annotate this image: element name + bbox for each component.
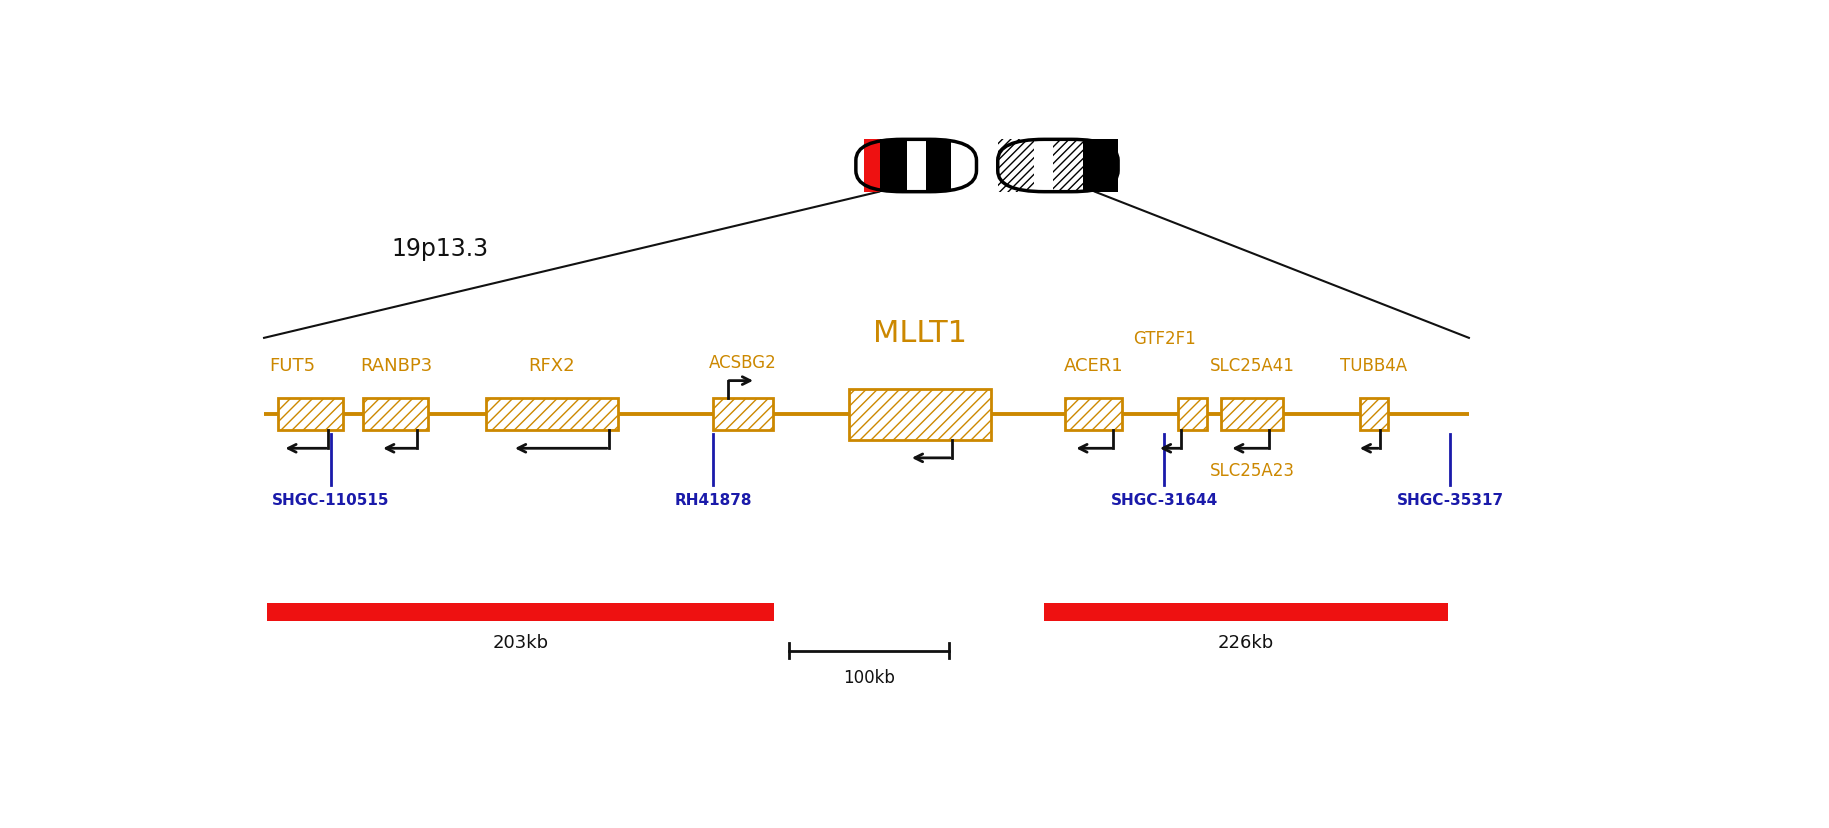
Text: 100kb: 100kb <box>843 668 894 686</box>
Text: SLC25A23: SLC25A23 <box>1209 461 1295 479</box>
Text: RFX2: RFX2 <box>529 357 574 375</box>
Bar <box>1178 399 1207 431</box>
Text: 19p13.3: 19p13.3 <box>391 237 488 261</box>
FancyBboxPatch shape <box>999 140 1118 192</box>
Text: FUT5: FUT5 <box>269 357 315 375</box>
Bar <box>487 399 618 431</box>
Bar <box>1054 140 1083 192</box>
Bar <box>999 140 1033 192</box>
FancyBboxPatch shape <box>856 140 977 192</box>
Text: 203kb: 203kb <box>492 633 549 651</box>
Bar <box>1033 140 1054 192</box>
Text: SLC25A41: SLC25A41 <box>1209 357 1295 375</box>
Text: SHGC-110515: SHGC-110515 <box>273 493 390 508</box>
Text: RH41878: RH41878 <box>675 493 752 508</box>
Text: ACSBG2: ACSBG2 <box>710 354 777 372</box>
Bar <box>907 140 925 192</box>
Bar <box>856 140 865 192</box>
Bar <box>713 399 774 431</box>
Bar <box>364 399 428 431</box>
Text: GTF2F1: GTF2F1 <box>1132 330 1196 348</box>
Bar <box>1222 399 1284 431</box>
Bar <box>1083 140 1118 192</box>
Bar <box>849 389 991 440</box>
Bar <box>1064 399 1121 431</box>
Bar <box>925 140 951 192</box>
Bar <box>267 604 774 622</box>
Bar <box>880 140 907 192</box>
Bar <box>1044 604 1449 622</box>
Bar <box>1359 399 1388 431</box>
Text: MLLT1: MLLT1 <box>874 319 968 348</box>
Text: 226kb: 226kb <box>1218 633 1273 651</box>
Text: RANBP3: RANBP3 <box>360 357 432 375</box>
Bar <box>951 140 977 192</box>
Bar <box>865 140 880 192</box>
Text: SHGC-31644: SHGC-31644 <box>1110 493 1218 508</box>
Text: SHGC-35317: SHGC-35317 <box>1397 493 1503 508</box>
Text: ACER1: ACER1 <box>1063 357 1123 375</box>
Bar <box>278 399 344 431</box>
Text: TUBB4A: TUBB4A <box>1341 357 1408 375</box>
